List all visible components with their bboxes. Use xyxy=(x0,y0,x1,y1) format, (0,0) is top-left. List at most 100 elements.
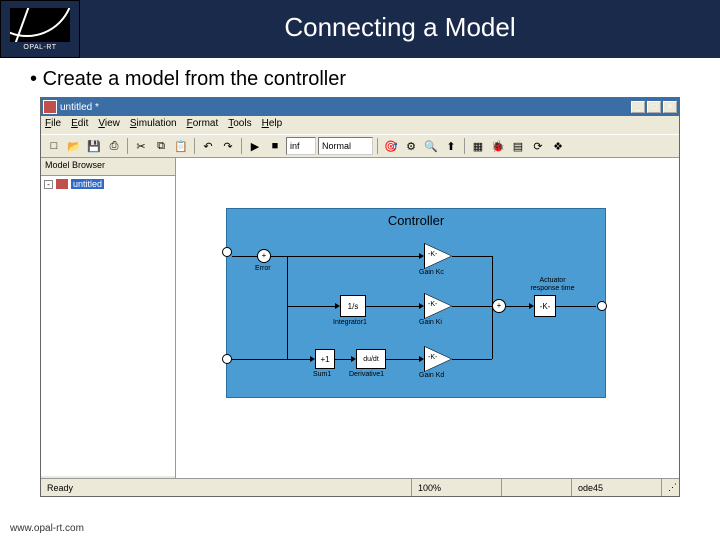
wire xyxy=(287,359,312,360)
wire xyxy=(232,256,257,257)
canvas[interactable]: Controller + Error -K- Gain Kc 1/s In xyxy=(176,158,679,478)
derivative-text: du/dt xyxy=(363,356,379,363)
sum-error-label: Error xyxy=(255,265,271,272)
actuator-label: Actuator response time xyxy=(525,277,580,293)
gain-kc-label: Gain Kc xyxy=(419,269,444,276)
integrator-text: 1/s xyxy=(348,302,359,311)
bullet-text: Create a model from the controller xyxy=(30,68,700,91)
refresh-icon[interactable]: ⟳ xyxy=(529,137,547,155)
wire xyxy=(287,306,337,307)
menu-tools[interactable]: Tools xyxy=(228,118,251,132)
gain-ki-text: -K- xyxy=(428,301,437,308)
toolbar-separator xyxy=(464,138,465,154)
debug-icon[interactable]: 🐞 xyxy=(489,137,507,155)
simulink-icon xyxy=(43,100,57,114)
print-icon[interactable]: ⎙ xyxy=(105,137,123,155)
window-titlebar[interactable]: untitled * _ □ × xyxy=(41,98,679,116)
toolbar-separator xyxy=(241,138,242,154)
toolbar-separator xyxy=(194,138,195,154)
wire xyxy=(287,306,288,359)
stop-icon[interactable]: ■ xyxy=(266,137,284,155)
status-empty xyxy=(501,479,571,496)
status-ready: Ready xyxy=(41,479,411,496)
sim-mode-dropdown[interactable]: Normal xyxy=(318,137,373,155)
gain-kc-text: -K- xyxy=(428,251,437,258)
find-icon[interactable]: 🔍 xyxy=(422,137,440,155)
sum-error-block[interactable]: + xyxy=(257,249,271,263)
derivative-block[interactable]: du/dt xyxy=(356,349,386,369)
menu-simulation[interactable]: Simulation xyxy=(130,118,177,132)
wire xyxy=(366,306,421,307)
sum1-block[interactable]: +1 xyxy=(315,349,335,369)
up-icon[interactable]: ⬆ xyxy=(442,137,460,155)
workspace: Model Browser - untitled Controller + Er… xyxy=(41,158,679,478)
tree-expand-icon[interactable]: - xyxy=(44,180,53,189)
wire xyxy=(287,256,288,306)
status-solver: ode45 xyxy=(571,479,661,496)
logo-text: OPAL-RT xyxy=(23,44,56,51)
slide-header: OPAL-RT Connecting a Model xyxy=(0,0,720,58)
gain-kd-label: Gain Kd xyxy=(419,372,444,379)
menu-edit[interactable]: Edit xyxy=(71,118,88,132)
lib-icon[interactable]: ▦ xyxy=(469,137,487,155)
wire xyxy=(556,306,596,307)
wire xyxy=(452,306,492,307)
menu-help[interactable]: Help xyxy=(262,118,283,132)
slide-title: Connecting a Model xyxy=(284,12,515,43)
title-bar: Connecting a Model xyxy=(80,0,720,58)
logo-art xyxy=(10,8,70,42)
menu-view[interactable]: View xyxy=(98,118,120,132)
integrator-label: Integrator1 xyxy=(333,319,367,326)
actuator-block[interactable]: -K- xyxy=(534,295,556,317)
sum1-text: +1 xyxy=(320,355,329,364)
close-button[interactable]: × xyxy=(663,101,677,113)
status-zoom: 100% xyxy=(411,479,501,496)
open-icon[interactable]: 📂 xyxy=(65,137,83,155)
resize-grip-icon[interactable]: ⋰ xyxy=(661,479,679,496)
paste-icon[interactable]: 📋 xyxy=(172,137,190,155)
gain-kd-text: -K- xyxy=(428,354,437,361)
window-title: untitled * xyxy=(60,102,631,113)
wire xyxy=(271,256,421,257)
wire xyxy=(506,306,531,307)
toolbar-separator xyxy=(377,138,378,154)
statusbar: Ready 100% ode45 ⋰ xyxy=(41,478,679,496)
minimize-button[interactable]: _ xyxy=(631,101,645,113)
redo-icon[interactable]: ↷ xyxy=(219,137,237,155)
model-icon[interactable]: ▤ xyxy=(509,137,527,155)
actuator-text: -K- xyxy=(540,302,551,311)
model-browser-panel: Model Browser - untitled xyxy=(41,158,176,478)
menu-format[interactable]: Format xyxy=(187,118,219,132)
wire xyxy=(232,359,287,360)
sum1-label: Sum1 xyxy=(313,371,331,378)
target-icon[interactable]: 🎯 xyxy=(382,137,400,155)
controller-title: Controller xyxy=(227,209,605,236)
save-icon[interactable]: 💾 xyxy=(85,137,103,155)
inport-2[interactable] xyxy=(222,354,232,364)
new-icon[interactable]: □ xyxy=(45,137,63,155)
undo-icon[interactable]: ↶ xyxy=(199,137,217,155)
model-browser-title: Model Browser xyxy=(41,158,175,176)
wire xyxy=(452,359,492,360)
sim-time-field[interactable]: inf xyxy=(286,137,316,155)
outport-1[interactable] xyxy=(597,301,607,311)
maximize-button[interactable]: □ xyxy=(647,101,661,113)
simulink-window: untitled * _ □ × File Edit View Simulati… xyxy=(40,97,680,497)
build-icon[interactable]: ⚙ xyxy=(402,137,420,155)
logo: OPAL-RT xyxy=(0,0,80,58)
integrator-block[interactable]: 1/s xyxy=(340,295,366,317)
model-browser-body: - untitled xyxy=(41,176,175,476)
play-icon[interactable]: ▶ xyxy=(246,137,264,155)
menubar: File Edit View Simulation Format Tools H… xyxy=(41,116,679,134)
copy-icon[interactable]: ⧉ xyxy=(152,137,170,155)
window-controls: _ □ × xyxy=(631,101,677,113)
inport-1[interactable] xyxy=(222,247,232,257)
footer-url: www.opal-rt.com xyxy=(10,523,84,534)
tree-root-label: untitled xyxy=(71,179,104,189)
info-icon[interactable]: ❖ xyxy=(549,137,567,155)
cut-icon[interactable]: ✂ xyxy=(132,137,150,155)
tree-root-item[interactable]: - untitled xyxy=(44,179,172,189)
controller-subsystem[interactable]: Controller + Error -K- Gain Kc 1/s In xyxy=(226,208,606,398)
menu-file[interactable]: File xyxy=(45,118,61,132)
sum-output-block[interactable]: + xyxy=(492,299,506,313)
